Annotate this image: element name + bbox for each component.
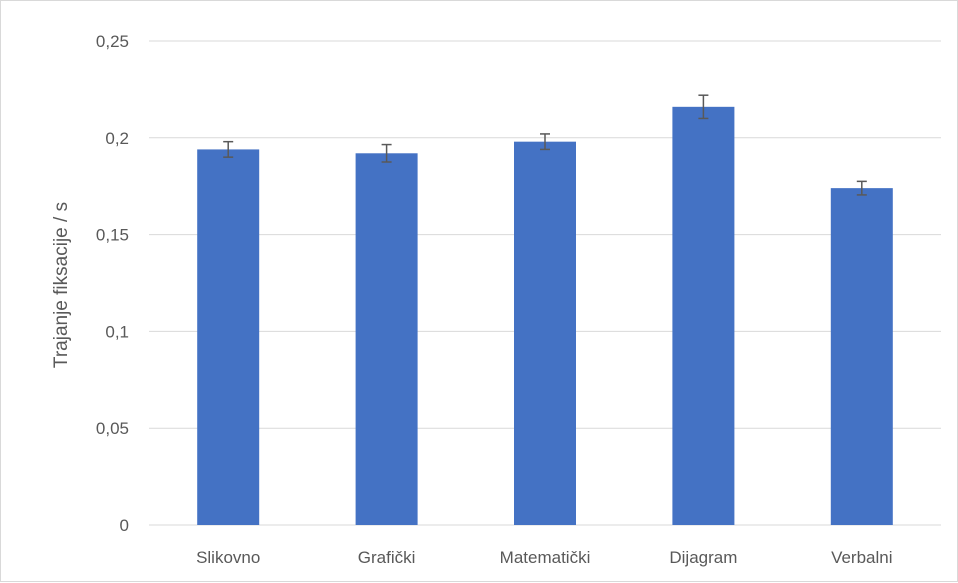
bar xyxy=(672,106,735,525)
bar xyxy=(355,153,418,525)
bars xyxy=(197,106,893,526)
bar xyxy=(830,188,893,526)
y-tick-label: 0,15 xyxy=(96,226,129,245)
y-tick-label: 0,2 xyxy=(105,129,129,148)
x-tick-label: Verbalni xyxy=(831,548,892,567)
error-bar xyxy=(381,143,392,163)
y-tick-label: 0,05 xyxy=(96,419,129,438)
y-tick-label: 0,25 xyxy=(96,32,129,51)
y-tick-label: 0 xyxy=(120,516,129,535)
x-tick-label: Matematički xyxy=(500,548,591,567)
y-tick-label: 0,1 xyxy=(105,322,129,341)
error-bar xyxy=(540,133,550,151)
error-bar xyxy=(223,140,234,158)
error-bar xyxy=(856,180,867,196)
bar xyxy=(514,141,576,525)
y-axis-title: Trajanje fiksacije / s xyxy=(51,202,72,368)
x-tick-labels: Slikovno Grafički Matematički Dijagram Verba… xyxy=(196,548,892,567)
y-tick-labels: 0 0,05 0,1 0,15 0,2 0,25 xyxy=(96,32,129,535)
bar xyxy=(197,149,260,525)
x-tick-label: Dijagram xyxy=(669,548,737,567)
error-bars xyxy=(223,94,867,196)
error-bar xyxy=(698,94,709,120)
x-tick-label: Grafički xyxy=(358,548,416,567)
x-tick-label: Slikovno xyxy=(196,548,260,567)
